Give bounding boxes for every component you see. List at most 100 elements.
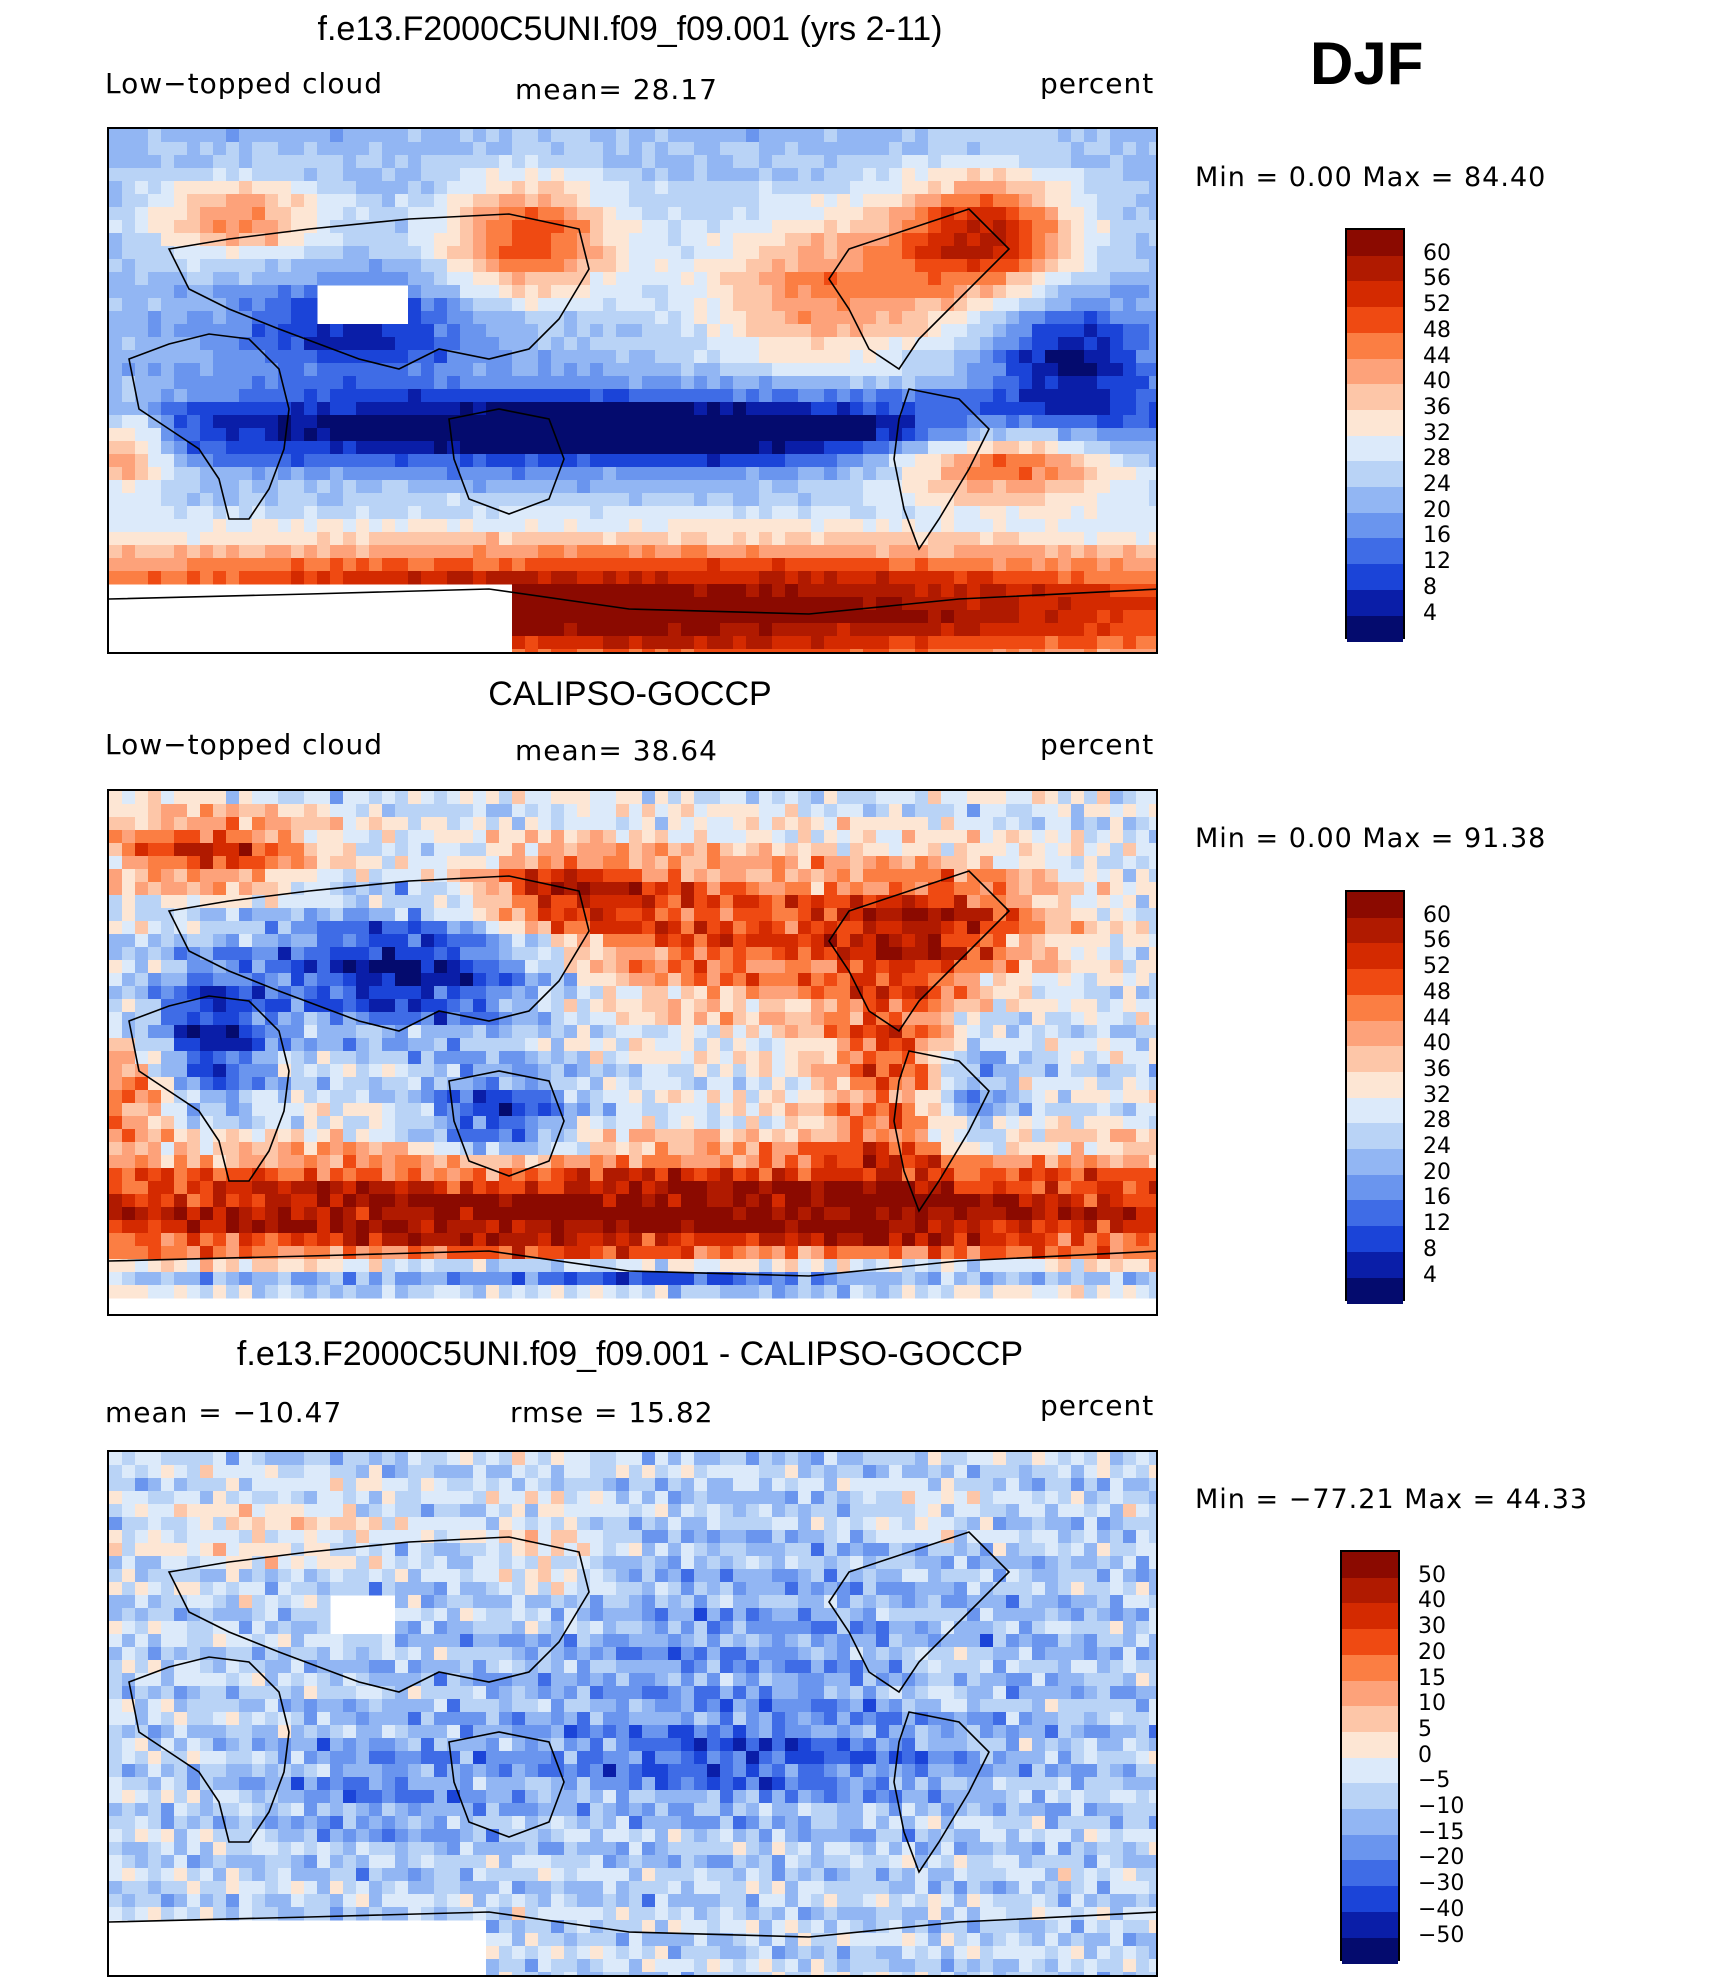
colorbar-swatch xyxy=(1347,943,1403,970)
colorbar-swatch xyxy=(1347,436,1403,463)
colorbar-swatch xyxy=(1347,461,1403,488)
colorbar-tick-label: 12 xyxy=(1423,551,1451,573)
min-max-label: Min = 0.00 Max = 84.40 xyxy=(1195,164,1546,191)
colorbar-swatch xyxy=(1347,487,1403,514)
cloud-field-map xyxy=(109,791,1158,1316)
colorbar-tick-label: 24 xyxy=(1423,1136,1451,1158)
colorbar-tick-label: 28 xyxy=(1423,448,1451,470)
colorbar-swatch xyxy=(1347,513,1403,540)
colorbar-tick-label: −40 xyxy=(1418,1899,1464,1921)
mean-label: mean = −10.47 xyxy=(105,1399,342,1427)
colorbar-tick-label: 44 xyxy=(1423,346,1451,368)
colorbar-swatch xyxy=(1347,995,1403,1022)
colorbar-swatch xyxy=(1347,1149,1403,1176)
colorbar-swatch xyxy=(1347,1200,1403,1227)
panel-title: f.e13.F2000C5UNI.f09_f09.001 - CALIPSO-G… xyxy=(0,1337,1260,1371)
colorbar-tick-label: −10 xyxy=(1418,1796,1464,1818)
colorbar-tick-label: 44 xyxy=(1423,1008,1451,1030)
colorbar-tick-label: 40 xyxy=(1423,1033,1451,1055)
colorbar-swatch xyxy=(1347,590,1403,617)
mean-label: mean= 38.64 xyxy=(515,737,718,765)
colorbar-swatch xyxy=(1342,1578,1398,1605)
colorbar-tick-label: 20 xyxy=(1423,1162,1451,1184)
colorbar-swatch xyxy=(1342,1809,1398,1836)
colorbar-swatch xyxy=(1342,1758,1398,1785)
min-max-label: Min = −77.21 Max = 44.33 xyxy=(1195,1486,1588,1513)
colorbar-swatch xyxy=(1347,1046,1403,1073)
colorbar-tick-label: 48 xyxy=(1423,320,1451,342)
colorbar-swatch xyxy=(1342,1552,1398,1579)
contour-fill xyxy=(109,791,1158,1299)
colorbar-swatch xyxy=(1342,1835,1398,1862)
colorbar-swatch xyxy=(1342,1912,1398,1939)
colorbar-swatch xyxy=(1347,1072,1403,1099)
colorbar-tick-label: 40 xyxy=(1423,371,1451,393)
colorbar-swatch xyxy=(1347,1226,1403,1253)
map-diff xyxy=(107,1450,1158,1977)
colorbar-swatch xyxy=(1347,616,1403,642)
colorbar-swatch xyxy=(1347,969,1403,996)
contour-fill xyxy=(109,129,1158,654)
colorbar-swatch xyxy=(1347,384,1403,411)
colorbar-swatch xyxy=(1347,1098,1403,1125)
colorbar-tick-label: 8 xyxy=(1423,1239,1437,1261)
min-max-label: Min = 0.00 Max = 91.38 xyxy=(1195,825,1546,852)
colorbar-tick-label: −50 xyxy=(1418,1925,1464,1947)
colorbar-swatch xyxy=(1347,410,1403,437)
season-label: DJF xyxy=(1310,34,1423,94)
colorbar-tick-label: −5 xyxy=(1418,1770,1450,1792)
colorbar-tick-label: 0 xyxy=(1418,1745,1432,1767)
colorbar-tick-label: 60 xyxy=(1423,243,1451,265)
colorbar-tick-label: 36 xyxy=(1423,1059,1451,1081)
contour-fill xyxy=(109,1452,1158,1977)
colorbar-swatch xyxy=(1342,1655,1398,1682)
colorbar-swatch xyxy=(1342,1681,1398,1708)
colorbar-swatch xyxy=(1342,1603,1398,1630)
colorbar-tick-label: 16 xyxy=(1423,525,1451,547)
colorbar-swatch xyxy=(1347,333,1403,360)
colorbar-tick-label: 20 xyxy=(1418,1642,1446,1664)
colorbar-tick-label: 15 xyxy=(1418,1668,1446,1690)
panel-title: CALIPSO-GOCCP xyxy=(0,677,1260,711)
colorbar-swatch xyxy=(1347,918,1403,945)
colorbar-swatch xyxy=(1347,256,1403,283)
colorbar-swatch xyxy=(1347,1021,1403,1048)
panel-title: f.e13.F2000C5UNI.f09_f09.001 (yrs 2-11) xyxy=(0,12,1260,46)
colorbar-tick-label: 48 xyxy=(1423,982,1451,1004)
colorbar-swatch xyxy=(1347,1175,1403,1202)
colorbar-tick-label: 56 xyxy=(1423,930,1451,952)
colorbar-swatch xyxy=(1347,359,1403,386)
colorbar-tick-label: 52 xyxy=(1423,294,1451,316)
variable-label: Low−topped cloud xyxy=(105,70,383,98)
colorbar-tick-label: −15 xyxy=(1418,1822,1464,1844)
map-obs xyxy=(107,789,1158,1316)
colorbar-tick-label: 52 xyxy=(1423,956,1451,978)
units-label: percent xyxy=(1040,70,1154,98)
colorbar-tick-label: 8 xyxy=(1423,577,1437,599)
colorbar-swatch xyxy=(1342,1629,1398,1656)
colorbar-tick-label: 50 xyxy=(1418,1565,1446,1587)
colorbar-tick-label: 32 xyxy=(1423,1085,1451,1107)
colorbar-swatch xyxy=(1342,1706,1398,1733)
colorbar-tick-label: 40 xyxy=(1418,1590,1446,1612)
colorbar-tick-label: −20 xyxy=(1418,1847,1464,1869)
colorbar-swatch xyxy=(1342,1886,1398,1913)
colorbar-swatch xyxy=(1347,1123,1403,1150)
colorbar-box xyxy=(1345,228,1405,639)
colorbar-tick-label: 10 xyxy=(1418,1693,1446,1715)
units-label: percent xyxy=(1040,731,1154,759)
colorbar-tick-label: 60 xyxy=(1423,905,1451,927)
variable-label: Low−topped cloud xyxy=(105,731,383,759)
colorbar-tick-label: 5 xyxy=(1418,1719,1432,1741)
colorbar-box xyxy=(1340,1550,1400,1961)
mean-label: mean= 28.17 xyxy=(515,76,718,104)
cloud-field-map xyxy=(109,1452,1158,1977)
colorbar-swatch xyxy=(1342,1732,1398,1759)
colorbar-swatch xyxy=(1347,1252,1403,1279)
colorbar-swatch xyxy=(1342,1938,1398,1964)
colorbar-swatch xyxy=(1347,892,1403,919)
cloud-field-map xyxy=(109,129,1158,654)
colorbar-tick-label: 4 xyxy=(1423,603,1437,625)
colorbar-tick-label: 20 xyxy=(1423,500,1451,522)
colorbar-tick-label: 30 xyxy=(1418,1616,1446,1638)
